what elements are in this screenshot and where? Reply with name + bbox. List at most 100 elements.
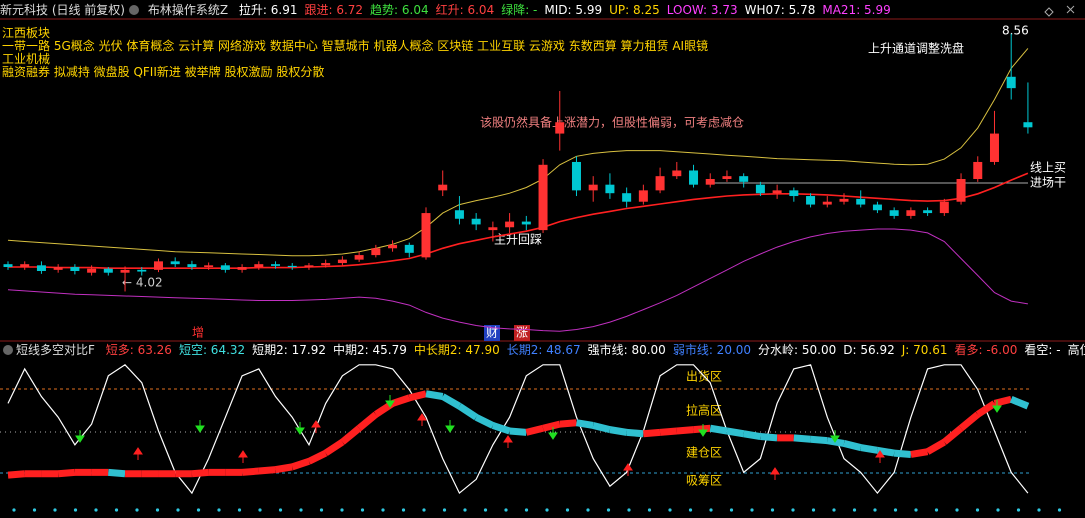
candle-body <box>655 176 665 191</box>
dot <box>114 508 119 512</box>
ribbon-segment <box>241 467 260 476</box>
indicator-name: 短线多空对比F <box>16 343 95 357</box>
ribbon-segment <box>760 433 778 442</box>
menu-icon[interactable] <box>3 345 13 355</box>
dot <box>135 508 139 512</box>
candle-body <box>471 218 481 225</box>
header-item: 中长期2: 47.90 <box>413 343 500 357</box>
dot <box>1037 508 1041 512</box>
candle-body <box>806 196 816 205</box>
dot <box>319 508 324 512</box>
indicator-header: 短线多空对比F 短多: 63.26 短空: 64.32 短期2: 17.92 中期2:… <box>16 341 1085 359</box>
dot <box>975 508 980 512</box>
candle-body <box>271 264 281 266</box>
dot <box>996 508 1000 512</box>
line <box>8 172 1029 269</box>
window-icon[interactable] <box>1044 7 1054 17</box>
sector: 工业机械 <box>2 52 51 66</box>
dot <box>401 508 406 512</box>
ribbon-segment <box>274 463 293 474</box>
dot <box>955 508 959 512</box>
header-item: LOOW: 3.73 <box>666 3 738 17</box>
dot <box>914 508 918 512</box>
buy-arrow <box>238 450 248 463</box>
dot <box>647 508 652 512</box>
dot <box>442 508 447 512</box>
candle-body <box>1006 76 1016 89</box>
candle-body <box>254 264 264 268</box>
candle-body <box>638 190 648 202</box>
ribbon-segment <box>958 411 980 431</box>
sell-arrow <box>445 420 455 433</box>
candle-body <box>889 210 899 216</box>
sell-arrow <box>698 424 708 437</box>
candle-body <box>371 248 381 256</box>
dot <box>1016 508 1021 512</box>
ribbon-segment <box>975 400 997 418</box>
header-item: 高位: 90.00 <box>1067 343 1085 357</box>
dot <box>32 508 37 512</box>
marker: 财 <box>486 326 498 340</box>
candle-body <box>421 213 431 258</box>
buy-arrow <box>503 435 513 448</box>
candle-body <box>505 221 515 228</box>
sell-arrow <box>385 395 395 408</box>
candle-body <box>705 179 715 185</box>
close-icon[interactable] <box>1066 5 1075 14</box>
header-item: 绿降: - <box>501 3 538 17</box>
ribbon-segment <box>726 427 745 438</box>
ribbon-segment <box>910 448 929 458</box>
candle-body <box>404 244 414 253</box>
candle-body <box>521 221 531 225</box>
ribbon-segment <box>609 426 628 436</box>
dot <box>627 508 631 512</box>
candle-body <box>872 204 882 211</box>
ribbon-segment <box>340 425 362 445</box>
dot <box>750 508 754 512</box>
header-item: 中期2: 45.79 <box>333 343 407 357</box>
header-item: MID: 5.99 <box>544 3 603 17</box>
candle-body <box>973 161 983 179</box>
buy-arrow <box>875 450 885 463</box>
ribbon-segment <box>491 422 511 435</box>
dot <box>73 508 78 512</box>
candle-body <box>388 244 398 249</box>
zone-label: 建仓区 <box>686 446 722 460</box>
dot <box>155 508 160 512</box>
candle-body <box>70 267 80 271</box>
sector: 江西板块 <box>2 26 51 40</box>
header-item: 跟进: 6.72 <box>304 3 364 17</box>
system-name: 布林操作系统Z <box>147 3 229 17</box>
ribbon-segment <box>1009 396 1030 410</box>
marker: 增 <box>192 326 204 340</box>
candle-body <box>170 261 180 265</box>
dot <box>176 508 180 512</box>
menu-icon[interactable] <box>129 5 139 15</box>
dot <box>12 508 16 512</box>
candle-body <box>789 190 799 197</box>
ribbon-segment <box>575 419 594 429</box>
ribbon-segment <box>793 434 811 443</box>
ribbon-segment <box>743 430 761 440</box>
annotation: 进场干 <box>1030 176 1066 190</box>
ribbon-segment <box>659 427 678 436</box>
dot <box>893 508 898 512</box>
candle-body <box>755 184 765 194</box>
dot <box>258 508 262 512</box>
header-item: UP: 8.25 <box>609 3 660 17</box>
ribbon-segment <box>893 449 912 458</box>
candle-body <box>337 259 347 264</box>
candle-body <box>454 210 464 219</box>
header-item: MA21: 5.99 <box>822 3 891 17</box>
candle-body <box>622 193 632 202</box>
dot <box>53 508 57 512</box>
ribbon-segment <box>291 458 311 471</box>
ribbon-segment <box>457 403 479 421</box>
sector: 融资融券 拟减持 微盘股 QFII新进 被举牌 股权激励 股权分散 <box>2 65 325 79</box>
sell-arrow <box>195 420 205 433</box>
dot <box>360 508 365 512</box>
candle-body <box>220 265 230 270</box>
line <box>7 228 1028 332</box>
ribbon-segment <box>559 419 577 428</box>
